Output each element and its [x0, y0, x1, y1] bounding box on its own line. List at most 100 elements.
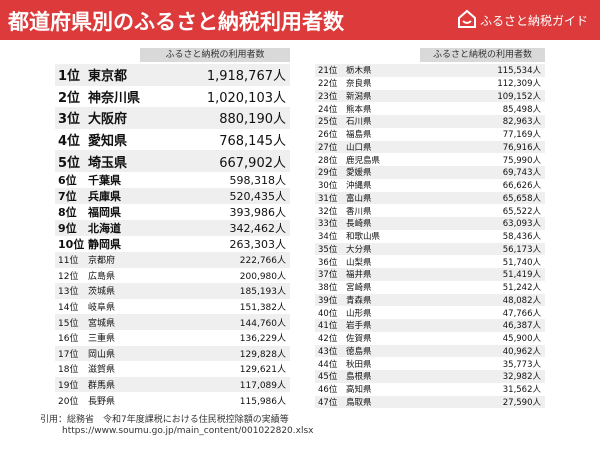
count: 112,309人 — [497, 79, 541, 90]
count: 151,382人 — [239, 303, 286, 314]
count: 47,766人 — [502, 308, 541, 319]
count: 85,498人 — [502, 104, 541, 115]
table-row: 18位 滋賀県 129,621人 — [55, 361, 290, 377]
table-row: 4位 愛知県 768,145人 — [55, 128, 290, 151]
table-row: 43位 徳島県 40,962人 — [315, 344, 545, 358]
rank: 12位 — [58, 271, 79, 282]
count: 32,982人 — [502, 372, 541, 383]
count: 77,169人 — [502, 130, 541, 141]
rank: 3位 — [58, 112, 81, 128]
prefecture: 沖縄県 — [346, 181, 372, 192]
prefecture: 埼玉県 — [88, 155, 128, 171]
prefecture: 和歌山県 — [346, 232, 381, 243]
rank: 18位 — [58, 365, 79, 376]
table-row: 42位 佐賀県 45,900人 — [315, 331, 545, 345]
count: 1,918,767人 — [206, 69, 286, 85]
count: 27,590人 — [502, 397, 541, 408]
count: 51,740人 — [502, 257, 541, 268]
count: 46,387人 — [502, 321, 541, 332]
prefecture: 滋賀県 — [88, 365, 116, 376]
prefecture: 京都府 — [88, 256, 116, 267]
count: 393,986人 — [229, 206, 287, 219]
prefecture: 山形県 — [346, 308, 372, 319]
prefecture: 茨城県 — [88, 287, 116, 298]
rank: 42位 — [318, 334, 338, 345]
count: 31,562人 — [502, 385, 541, 396]
table-row: 19位 群馬県 117,089人 — [55, 376, 290, 393]
rank: 45位 — [318, 372, 338, 383]
prefecture: 山口県 — [346, 142, 372, 153]
prefecture: 青森県 — [346, 295, 372, 306]
table-row: 32位 香川県 65,522人 — [315, 204, 545, 217]
table-row: 9位 北海道 342,462人 — [55, 220, 290, 236]
prefecture: 佐賀県 — [346, 334, 372, 345]
rank: 13位 — [58, 287, 79, 298]
count: 200,980人 — [239, 271, 286, 282]
table-row: 24位 熊本県 85,498人 — [315, 102, 545, 115]
prefecture: 岩手県 — [346, 321, 372, 332]
count: 129,621人 — [239, 365, 286, 376]
rank: 32位 — [318, 206, 338, 217]
table-row: 28位 鹿児島県 75,990人 — [315, 153, 545, 166]
count: 48,082人 — [502, 295, 541, 306]
table-row: 30位 沖縄県 66,626人 — [315, 178, 545, 192]
rank: 36位 — [318, 257, 338, 268]
header-bar — [0, 0, 600, 40]
rank: 25位 — [318, 117, 338, 128]
table-row: 14位 岐阜県 151,382人 — [55, 298, 290, 315]
count: 115,534人 — [497, 66, 541, 77]
table-row: 1位 東京都 1,918,767人 — [55, 64, 290, 86]
prefecture: 福岡県 — [88, 206, 121, 219]
prefecture: 北海道 — [88, 222, 121, 235]
count: 263,303人 — [229, 238, 287, 251]
count: 115,986人 — [239, 396, 286, 407]
rank: 31位 — [318, 193, 338, 204]
rank: 2位 — [58, 90, 81, 106]
table-row: 46位 高知県 31,562人 — [315, 382, 545, 396]
table-row: 11位 京都府 222,766人 — [55, 252, 290, 268]
count: 76,916人 — [502, 142, 541, 153]
table-row: 44位 秋田県 35,773人 — [315, 357, 545, 370]
count: 598,318人 — [229, 174, 287, 187]
table-row: 20位 長野県 115,986人 — [55, 392, 290, 408]
count: 66,626人 — [502, 181, 541, 192]
prefecture: 長崎県 — [346, 219, 372, 230]
prefecture: 福井県 — [346, 270, 372, 281]
table-row: 41位 岩手県 46,387人 — [315, 319, 545, 332]
table-row: 38位 宮崎県 51,242人 — [315, 280, 545, 294]
prefecture: 愛知県 — [88, 134, 128, 150]
count: 82,963人 — [502, 117, 541, 128]
count: 65,522人 — [502, 206, 541, 217]
rank: 20位 — [58, 396, 79, 407]
count: 51,419人 — [502, 270, 541, 281]
table-row: 17位 岡山県 129,828人 — [55, 345, 290, 362]
prefecture: 秋田県 — [346, 359, 372, 370]
prefecture: 鹿児島県 — [346, 155, 381, 166]
table-row: 25位 石川県 82,963人 — [315, 115, 545, 128]
prefecture: 熊本県 — [346, 104, 372, 115]
prefecture: 群馬県 — [88, 381, 116, 392]
table-row: 16位 三重県 136,229人 — [55, 330, 290, 346]
count: 667,902人 — [219, 155, 286, 171]
count: 1,020,103人 — [206, 90, 286, 106]
table-row: 15位 宮城県 144,760人 — [55, 314, 290, 330]
rank: 24位 — [318, 104, 338, 115]
count: 185,193人 — [239, 287, 286, 298]
prefecture: 徳島県 — [346, 346, 372, 357]
prefecture: 岐阜県 — [88, 303, 116, 314]
prefecture: 静岡県 — [88, 238, 121, 251]
count: 51,242人 — [502, 283, 541, 294]
prefecture: 東京都 — [88, 69, 128, 85]
count: 45,900人 — [502, 334, 541, 345]
prefecture: 神奈川県 — [88, 90, 141, 106]
rank: 7位 — [58, 190, 77, 203]
prefecture: 富山県 — [346, 193, 372, 204]
count: 129,828人 — [239, 349, 286, 360]
table-row: 8位 福岡県 393,986人 — [55, 204, 290, 220]
count: 56,173人 — [502, 244, 541, 255]
rank: 21位 — [318, 66, 338, 77]
count: 136,229人 — [239, 334, 286, 345]
table-row: 10位 静岡県 263,303人 — [55, 236, 290, 252]
table-row: 7位 兵庫県 520,435人 — [55, 188, 290, 204]
